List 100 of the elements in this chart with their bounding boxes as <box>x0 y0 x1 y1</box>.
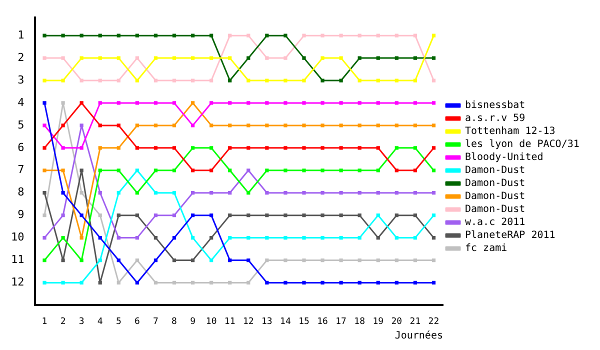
point <box>432 168 436 172</box>
point <box>135 34 139 38</box>
point <box>339 236 343 240</box>
point <box>172 146 176 150</box>
point <box>432 236 436 240</box>
point <box>135 280 139 285</box>
legend-label: Damon-Dust <box>465 204 526 216</box>
point <box>284 101 288 105</box>
point <box>210 191 214 195</box>
point <box>228 146 232 150</box>
point <box>284 236 288 240</box>
point <box>98 214 102 218</box>
point <box>358 34 362 38</box>
point <box>98 280 102 285</box>
point <box>80 34 84 38</box>
point <box>116 34 120 38</box>
x-tick-label: 8 <box>172 316 177 327</box>
point <box>228 124 232 128</box>
legend-label: bisnessbat <box>465 100 526 112</box>
point <box>98 34 102 38</box>
point <box>265 34 269 38</box>
point <box>413 124 418 128</box>
point <box>42 191 46 195</box>
point <box>228 258 232 262</box>
point <box>190 280 195 285</box>
point <box>61 236 65 240</box>
point <box>135 78 139 82</box>
point <box>246 168 250 172</box>
point <box>376 280 380 285</box>
x-tick-label: 7 <box>153 316 158 327</box>
x-tick-label: 14 <box>280 316 291 327</box>
point <box>172 168 176 172</box>
point <box>116 56 120 60</box>
point <box>154 258 158 262</box>
point <box>358 78 362 82</box>
x-tick-label: 17 <box>336 316 346 327</box>
point <box>228 168 232 172</box>
point <box>246 258 250 262</box>
point <box>228 191 232 195</box>
point <box>376 146 380 150</box>
point <box>320 56 324 60</box>
point <box>98 101 102 105</box>
y-tick-label: 7 <box>18 163 24 176</box>
x-tick-label: 22 <box>428 316 440 327</box>
point <box>413 56 418 60</box>
point <box>358 236 362 240</box>
point <box>190 78 195 82</box>
point <box>172 280 176 285</box>
point <box>376 101 380 105</box>
point <box>172 214 176 218</box>
y-tick-label: 8 <box>18 186 24 199</box>
point <box>80 236 84 240</box>
point <box>98 168 102 172</box>
point <box>302 78 306 82</box>
point <box>228 34 232 38</box>
point <box>358 101 362 105</box>
point <box>358 280 362 285</box>
point <box>210 78 214 82</box>
point <box>116 101 120 105</box>
point <box>432 146 436 150</box>
point <box>265 101 269 105</box>
x-tick-label: 11 <box>224 316 236 327</box>
point <box>284 34 288 38</box>
y-tick-label: 10 <box>10 230 24 244</box>
x-tick-label: 3 <box>78 316 84 327</box>
point <box>190 191 195 195</box>
x-axis-title: Journées <box>394 330 443 342</box>
point <box>61 146 65 150</box>
point <box>302 280 306 285</box>
point <box>116 191 120 195</box>
point <box>154 34 158 38</box>
point <box>394 78 398 82</box>
x-tick-label: 20 <box>391 316 402 327</box>
y-tick-label: 5 <box>18 118 24 132</box>
point <box>265 56 269 60</box>
point <box>413 191 418 195</box>
point <box>135 101 139 105</box>
point <box>154 191 158 195</box>
point <box>413 34 418 38</box>
point <box>284 214 288 218</box>
point <box>376 214 380 218</box>
point <box>432 56 436 60</box>
point <box>413 168 418 172</box>
y-tick-label: 3 <box>18 73 24 86</box>
legend-label: Tottenham 12-13 <box>465 126 556 138</box>
point <box>320 236 324 240</box>
point <box>190 258 195 262</box>
point <box>432 191 436 195</box>
point <box>80 146 84 150</box>
point <box>42 258 46 262</box>
point <box>116 236 120 240</box>
point <box>80 56 84 60</box>
point <box>210 236 214 240</box>
point <box>98 146 102 150</box>
point <box>210 34 214 38</box>
point <box>154 78 158 82</box>
point <box>320 214 324 218</box>
point <box>135 236 139 240</box>
y-tick-label: 12 <box>10 276 24 289</box>
point <box>265 214 269 218</box>
